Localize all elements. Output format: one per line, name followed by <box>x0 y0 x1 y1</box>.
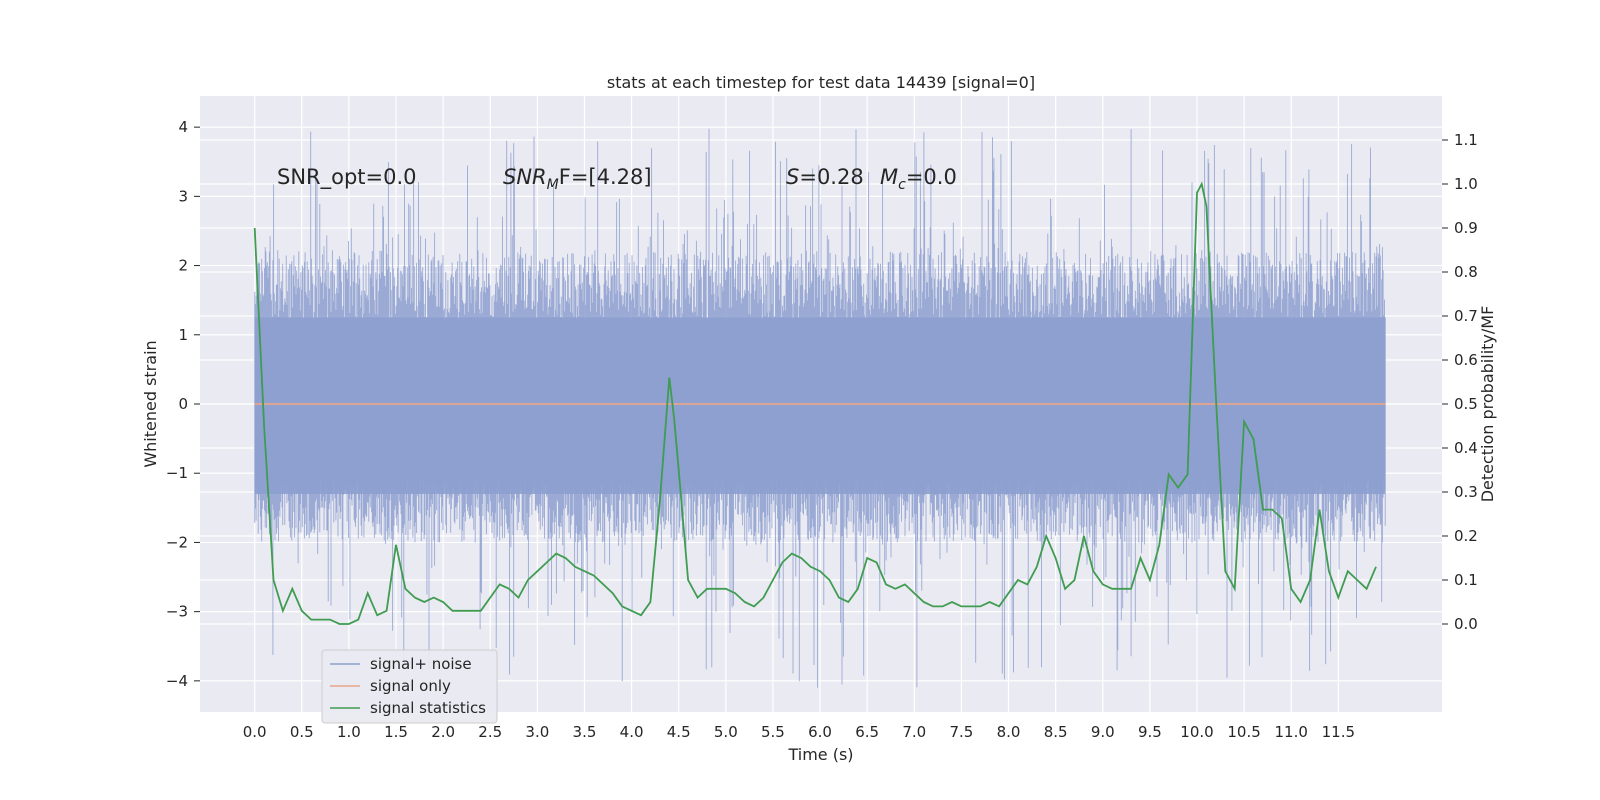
legend: signal+ noise signal only signal statist… <box>321 649 498 724</box>
x-tick-label: 2.5 <box>478 723 502 741</box>
chart-title: stats at each timestep for test data 144… <box>607 73 1035 92</box>
x-tick-label: 2.0 <box>431 723 455 741</box>
legend-label-statistics: signal statistics <box>370 699 486 717</box>
x-tick-label: 4.0 <box>620 723 644 741</box>
x-axis-label: Time (s) <box>787 745 853 764</box>
left-y-tick-label: −1 <box>166 464 188 482</box>
left-y-tick-label: 2 <box>178 257 188 275</box>
right-y-tick-label: 0.1 <box>1454 571 1478 589</box>
right-y-axis-label: Detection probability/MF <box>1478 306 1497 503</box>
legend-label-signal-only: signal only <box>370 677 451 695</box>
x-ticks: 0.0 0.5 1.0 1.5 2.0 2.5 3.0 3.5 4.0 4.5 5.0 5.5 6.0 6… <box>243 723 1355 741</box>
right-y-tick-label: 0.8 <box>1454 263 1478 281</box>
x-tick-label: 1.0 <box>337 723 361 741</box>
x-tick-label: 5.5 <box>761 723 785 741</box>
x-tick-label: 7.5 <box>949 723 973 741</box>
left-y-tick-label: −3 <box>166 603 188 621</box>
x-tick-label: 10.5 <box>1227 723 1260 741</box>
right-y-tick-label: 0.7 <box>1454 307 1478 325</box>
left-y-axis-label: Whitened strain <box>141 340 160 467</box>
legend-box <box>321 649 498 724</box>
x-tick-label: 11.0 <box>1275 723 1308 741</box>
x-tick-label: 0.5 <box>290 723 314 741</box>
x-tick-label: 6.0 <box>808 723 832 741</box>
right-y-tick-label: 0.3 <box>1454 483 1478 501</box>
signal-statistics-line <box>253 181 1377 625</box>
x-tick-label: 8.0 <box>997 723 1021 741</box>
right-y-tick-label: 0.9 <box>1454 219 1478 237</box>
right-y-tick-label: 1.1 <box>1454 131 1478 149</box>
left-y-tick-label: 3 <box>178 187 188 205</box>
mc-annotation: Mc=0.0 <box>880 165 957 193</box>
x-tick-label: 7.0 <box>902 723 926 741</box>
x-tick-label: 10.0 <box>1180 723 1213 741</box>
left-y-tick-label: 1 <box>178 326 188 344</box>
snr-mf-annotation: SNRMF=[4.28] <box>503 165 652 193</box>
x-tick-label: 3.5 <box>573 723 597 741</box>
x-tick-label: 5.0 <box>714 723 738 741</box>
right-y-tick-label: 1.0 <box>1454 175 1478 193</box>
x-tick-label: 0.0 <box>243 723 267 741</box>
x-tick-label: 11.5 <box>1322 723 1355 741</box>
right-y-tick-label: 0.5 <box>1454 395 1478 413</box>
right-y-ticks: 1.1 1.0 0.9 0.8 0.7 0.6 0.5 0.4 0.3 0.2 0.1 0.0 <box>1442 131 1478 633</box>
x-tick-label: 1.5 <box>384 723 408 741</box>
right-y-tick-label: 0.4 <box>1454 439 1478 457</box>
x-tick-label: 3.0 <box>525 723 549 741</box>
x-tick-label: 8.5 <box>1044 723 1068 741</box>
snr-opt-annotation: SNR_opt=0.0 <box>277 165 417 190</box>
legend-label-noise: signal+ noise <box>370 655 472 673</box>
right-y-tick-label: 0.6 <box>1454 351 1478 369</box>
noise-core-band <box>254 317 1386 494</box>
left-y-ticks: 4 3 2 1 0 −1 −2 −3 −4 <box>166 118 200 690</box>
left-y-tick-label: 4 <box>178 118 188 136</box>
noise-series <box>254 128 1386 688</box>
left-y-tick-label: 0 <box>178 395 188 413</box>
x-tick-label: 9.0 <box>1091 723 1115 741</box>
left-y-tick-label: −2 <box>166 533 188 551</box>
right-y-tick-label: 0.2 <box>1454 527 1478 545</box>
left-y-tick-label: −4 <box>166 672 188 690</box>
x-tick-label: 6.5 <box>855 723 879 741</box>
x-tick-label: 9.5 <box>1138 723 1162 741</box>
x-tick-label: 4.5 <box>667 723 691 741</box>
right-y-tick-label: 0.0 <box>1454 615 1478 633</box>
s-annotation: S=0.28 <box>786 165 864 189</box>
signal-statistics-series <box>253 181 1377 625</box>
